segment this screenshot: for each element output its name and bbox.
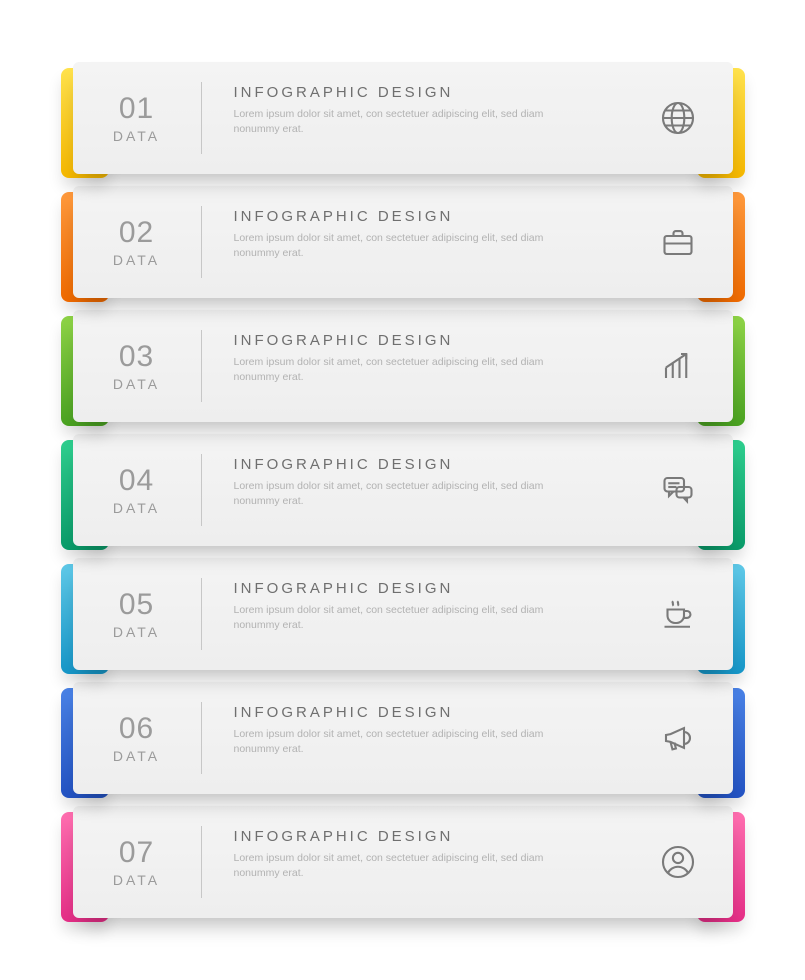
step-number: 04 [119,464,154,498]
infographic-row: 04 DATA INFOGRAPHIC DESIGN Lorem ipsum d… [73,434,733,546]
text-column: INFOGRAPHIC DESIGN Lorem ipsum dolor sit… [202,186,623,298]
step-number: 03 [119,340,154,374]
infographic-row: 01 DATA INFOGRAPHIC DESIGN Lorem ipsum d… [73,62,733,174]
card-title: INFOGRAPHIC DESIGN [234,828,613,845]
text-column: INFOGRAPHIC DESIGN Lorem ipsum dolor sit… [202,434,623,546]
number-column: 07 DATA [73,806,201,918]
chat-icon [623,434,733,546]
card-description: Lorem ipsum dolor sit amet, con sectetue… [234,603,564,633]
info-card: 06 DATA INFOGRAPHIC DESIGN Lorem ipsum d… [73,682,733,794]
step-number: 06 [119,712,154,746]
number-column: 05 DATA [73,558,201,670]
card-description: Lorem ipsum dolor sit amet, con sectetue… [234,355,564,385]
step-number: 01 [119,92,154,126]
card-title: INFOGRAPHIC DESIGN [234,208,613,225]
text-column: INFOGRAPHIC DESIGN Lorem ipsum dolor sit… [202,682,623,794]
number-column: 06 DATA [73,682,201,794]
number-column: 01 DATA [73,62,201,174]
step-number-label: DATA [113,500,160,516]
text-column: INFOGRAPHIC DESIGN Lorem ipsum dolor sit… [202,558,623,670]
number-column: 03 DATA [73,310,201,422]
infographic-row: 06 DATA INFOGRAPHIC DESIGN Lorem ipsum d… [73,682,733,794]
card-description: Lorem ipsum dolor sit amet, con sectetue… [234,479,564,509]
card-title: INFOGRAPHIC DESIGN [234,84,613,101]
infographic-row: 03 DATA INFOGRAPHIC DESIGN Lorem ipsum d… [73,310,733,422]
megaphone-icon [623,682,733,794]
step-number-label: DATA [113,252,160,268]
card-title: INFOGRAPHIC DESIGN [234,704,613,721]
text-column: INFOGRAPHIC DESIGN Lorem ipsum dolor sit… [202,806,623,918]
step-number: 07 [119,836,154,870]
number-column: 02 DATA [73,186,201,298]
card-title: INFOGRAPHIC DESIGN [234,456,613,473]
step-number-label: DATA [113,128,160,144]
step-number-label: DATA [113,624,160,640]
step-number-label: DATA [113,872,160,888]
card-title: INFOGRAPHIC DESIGN [234,580,613,597]
briefcase-icon [623,186,733,298]
globe-icon [623,62,733,174]
infographic-row: 05 DATA INFOGRAPHIC DESIGN Lorem ipsum d… [73,558,733,670]
info-card: 03 DATA INFOGRAPHIC DESIGN Lorem ipsum d… [73,310,733,422]
card-description: Lorem ipsum dolor sit amet, con sectetue… [234,231,564,261]
info-card: 07 DATA INFOGRAPHIC DESIGN Lorem ipsum d… [73,806,733,918]
infographic-row: 02 DATA INFOGRAPHIC DESIGN Lorem ipsum d… [73,186,733,298]
info-card: 04 DATA INFOGRAPHIC DESIGN Lorem ipsum d… [73,434,733,546]
info-card: 01 DATA INFOGRAPHIC DESIGN Lorem ipsum d… [73,62,733,174]
step-number-label: DATA [113,748,160,764]
card-title: INFOGRAPHIC DESIGN [234,332,613,349]
info-card: 02 DATA INFOGRAPHIC DESIGN Lorem ipsum d… [73,186,733,298]
person-icon [623,806,733,918]
growth-icon [623,310,733,422]
infographic-stack: 01 DATA INFOGRAPHIC DESIGN Lorem ipsum d… [73,62,733,930]
text-column: INFOGRAPHIC DESIGN Lorem ipsum dolor sit… [202,310,623,422]
number-column: 04 DATA [73,434,201,546]
infographic-row: 07 DATA INFOGRAPHIC DESIGN Lorem ipsum d… [73,806,733,918]
card-description: Lorem ipsum dolor sit amet, con sectetue… [234,107,564,137]
card-description: Lorem ipsum dolor sit amet, con sectetue… [234,851,564,881]
step-number: 05 [119,588,154,622]
step-number: 02 [119,216,154,250]
card-description: Lorem ipsum dolor sit amet, con sectetue… [234,727,564,757]
info-card: 05 DATA INFOGRAPHIC DESIGN Lorem ipsum d… [73,558,733,670]
text-column: INFOGRAPHIC DESIGN Lorem ipsum dolor sit… [202,62,623,174]
coffee-icon [623,558,733,670]
step-number-label: DATA [113,376,160,392]
